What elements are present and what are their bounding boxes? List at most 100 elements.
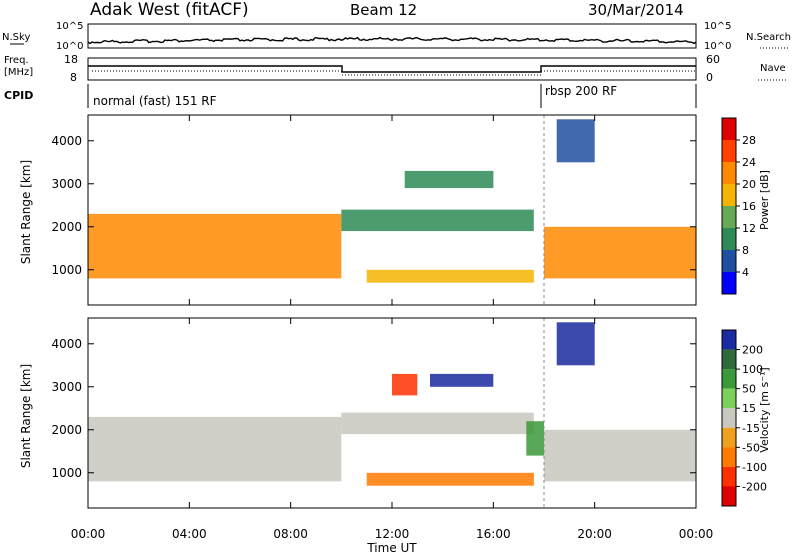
x-tick-label: 00:00 [71, 527, 106, 541]
freq-unit-label: [MHz] [4, 67, 33, 78]
velocity-band-2 [366, 472, 534, 486]
colorbar-swatch [722, 250, 736, 272]
nsky-panel-frame [87, 23, 697, 49]
x-axis-label: Time UT [366, 541, 417, 554]
colorbar-swatch [722, 388, 736, 409]
y-tick-label: 4000 [51, 134, 82, 148]
beam-label: Beam 12 [350, 1, 417, 19]
colorbar-tick-label: -15 [742, 422, 760, 435]
colorbar-swatch [722, 486, 736, 506]
colorbar-swatch [722, 447, 736, 467]
colorbar-swatch [722, 162, 736, 184]
power-y-ticks: 4000 3000 2000 1000 [51, 134, 696, 277]
power-band-1 [341, 209, 534, 232]
nave-trace [92, 70, 696, 76]
colorbar-swatch [722, 118, 736, 140]
velocity-band-6 [544, 429, 696, 482]
x-tick-label: 00:00 [679, 527, 714, 541]
colorbar-tick-label: 15 [742, 402, 756, 415]
y-tick-label: 2000 [51, 423, 82, 437]
y-tick-label: 1000 [51, 263, 82, 277]
power-colorbar: 28 24 20 16 12 8 4 [721, 117, 756, 295]
nave-label: Nave [760, 63, 786, 74]
x-tick-label: 08:00 [273, 527, 308, 541]
colorbar-tick-label: 8 [742, 244, 749, 257]
velocity-band-7 [556, 322, 595, 366]
nsky-tick-top: 10^5 [56, 21, 83, 32]
freq-label: Freq. [4, 55, 29, 66]
colorbar-swatch [722, 408, 736, 428]
colorbar-swatch [722, 206, 736, 228]
colorbar-tick-label: 4 [742, 266, 749, 279]
colorbar-swatch [722, 228, 736, 250]
power-band-3 [404, 170, 494, 189]
nsearch-label: N.Search [746, 32, 791, 43]
colorbar-tick-label: 12 [742, 222, 756, 235]
cpid-mode-normal: normal (fast) 151 RF [93, 94, 217, 108]
y-tick-label: 2000 [51, 220, 82, 234]
velocity-colorbar: 200 100 50 15 -15 -50 -100 -200 [721, 329, 767, 507]
colorbar-frame [721, 329, 737, 507]
nsky-tick-bottom: 10^0 [56, 41, 83, 52]
velocity-heatmap [88, 318, 696, 508]
colorbar-tick-label: -50 [742, 441, 760, 454]
freq-tick-top: 18 [64, 53, 78, 66]
station-title: Adak West (fitACF) [90, 0, 249, 20]
x-tick-label: 04:00 [172, 527, 207, 541]
nsearch-tick-bottom: 10^0 [704, 41, 731, 52]
colorbar-swatch [722, 140, 736, 162]
velocity-band-0 [88, 416, 342, 482]
y-tick-label: 4000 [51, 337, 82, 351]
velocity-colorbar-label: Velocity [m s⁻¹] [758, 367, 771, 452]
nsky-trace [87, 36, 697, 45]
power-heatmap [88, 115, 696, 305]
nsky-label: N.Sky [2, 32, 30, 43]
cpid-label: CPID [4, 89, 33, 102]
colorbar-tick-label: 28 [742, 134, 756, 147]
nsearch-tick-top: 10^5 [704, 21, 731, 32]
velocity-y-axis-label: Slant Range [km] [19, 364, 33, 468]
colorbar-tick-label: 200 [742, 344, 763, 357]
freq-panel-frame [87, 57, 697, 81]
x-tick-label: 20:00 [577, 527, 612, 541]
freq-tick-bottom: 8 [70, 71, 77, 84]
colorbar-swatch [722, 466, 736, 487]
y-tick-label: 3000 [51, 177, 82, 191]
freq-trace [88, 65, 696, 73]
colorbar-tick-label: -100 [742, 461, 767, 474]
colorbar-swatch [722, 349, 736, 370]
colorbar-swatch [722, 369, 736, 389]
colorbar-tick-label: 16 [742, 200, 756, 213]
x-tick-label: 16:00 [476, 527, 511, 541]
velocity-band-4 [430, 373, 494, 387]
velocity-band-1 [341, 412, 534, 435]
colorbar-swatch [722, 184, 736, 206]
y-tick-label: 1000 [51, 466, 82, 480]
power-colorbar-label: Power [dB] [758, 170, 771, 230]
power-band-0 [88, 213, 342, 279]
x-tick-label: 12:00 [375, 527, 410, 541]
nave-tick-bottom: 0 [706, 71, 713, 84]
power-band-4 [544, 226, 696, 279]
colorbar-tick-label: 100 [742, 363, 763, 376]
colorbar-tick-label: 24 [742, 156, 756, 169]
cpid-mode-rbsp: rbsp 200 RF [545, 84, 617, 98]
velocity-band-5 [526, 421, 544, 456]
power-band-2 [366, 269, 534, 283]
y-tick-label: 3000 [51, 380, 82, 394]
velocity-band-3 [392, 373, 418, 396]
colorbar-tick-label: 50 [742, 383, 756, 396]
colorbar-swatch [722, 427, 736, 448]
power-y-axis-label: Slant Range [km] [19, 160, 33, 264]
date-label: 30/Mar/2014 [588, 1, 684, 19]
colorbar-swatch [722, 272, 736, 294]
velocity-y-ticks: 4000 3000 2000 1000 [51, 337, 696, 480]
power-band-5 [556, 119, 595, 163]
colorbar-tick-label: -200 [742, 480, 767, 493]
colorbar-tick-label: 20 [742, 178, 756, 191]
x-axis-ticks: 00:00 04:00 08:00 12:00 16:00 20:00 00:00 [71, 115, 714, 541]
nave-tick-top: 60 [706, 53, 720, 66]
colorbar-swatch [722, 330, 736, 350]
